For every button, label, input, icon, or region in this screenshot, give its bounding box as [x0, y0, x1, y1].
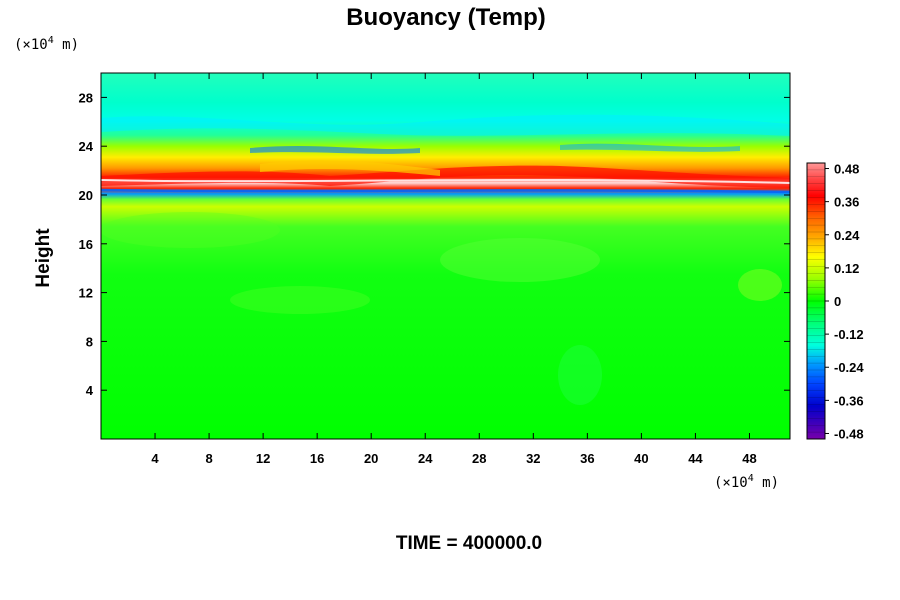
x-tick-label: 36: [580, 451, 594, 466]
colorbar-label: 0.48: [834, 162, 859, 177]
x-tick-label: 28: [472, 451, 486, 466]
warm-band: [101, 165, 790, 188]
y-tick-label: 8: [86, 334, 93, 349]
y-axis: 4 8 12 16 20 24 28: [79, 90, 790, 398]
x-tick-label: 48: [742, 451, 756, 466]
blob-2: [230, 286, 370, 314]
y-unit-label: (×104 m): [14, 35, 79, 53]
x-unit-label: (×104 m): [714, 473, 779, 491]
colorbar-label: -0.12: [834, 327, 864, 342]
cool-streak-2: [560, 143, 740, 152]
y-tick-label: 24: [79, 139, 94, 154]
x-tick-label: 4: [151, 451, 159, 466]
colorbar-label: 0.12: [834, 261, 859, 276]
y-axis-label: Height: [33, 228, 54, 288]
cool-layer-upper: [101, 114, 790, 136]
warm-band-core: [101, 179, 790, 184]
y-tick-label: 20: [79, 188, 93, 203]
colorbar-label: 0: [834, 294, 841, 309]
time-label: TIME = 400000.0: [396, 533, 542, 554]
heatmap-field: [101, 73, 790, 439]
y-tick-label: 16: [79, 237, 93, 252]
blob-4: [738, 269, 782, 301]
cool-streak: [250, 146, 420, 154]
y-tick-label: 4: [86, 383, 94, 398]
colorbar-label: -0.36: [834, 393, 864, 408]
warm-crest: [260, 160, 440, 176]
colorbar-label: -0.48: [834, 426, 864, 441]
x-axis: 4 8 12 16 20 24 28 32 36 40 44 48: [151, 73, 757, 466]
x-tick-label: 32: [526, 451, 540, 466]
y-tick-label: 12: [79, 286, 93, 301]
blob-3: [558, 345, 602, 405]
x-tick-label: 8: [205, 451, 212, 466]
colorbar-label: -0.24: [834, 360, 864, 375]
colorbar-label: 0.24: [834, 228, 860, 243]
plot-frame: [100, 72, 791, 440]
x-tick-label: 16: [310, 451, 324, 466]
colorbar-labels: 0.48 0.36 0.24 0.12 0 -0.12 -0.24 -0.36 -0.48: [807, 162, 864, 441]
x-tick-label: 44: [688, 451, 703, 466]
colorbar-label: 0.36: [834, 195, 859, 210]
chart-title: Buoyancy (Temp): [346, 4, 546, 31]
x-tick-label: 20: [364, 451, 378, 466]
blob-1: [440, 238, 600, 282]
blob-5: [101, 212, 280, 248]
y-tick-label: 28: [79, 90, 93, 105]
cool-band: [101, 188, 790, 194]
x-tick-label: 24: [418, 451, 433, 466]
x-tick-label: 12: [256, 451, 270, 466]
x-tick-label: 40: [634, 451, 648, 466]
